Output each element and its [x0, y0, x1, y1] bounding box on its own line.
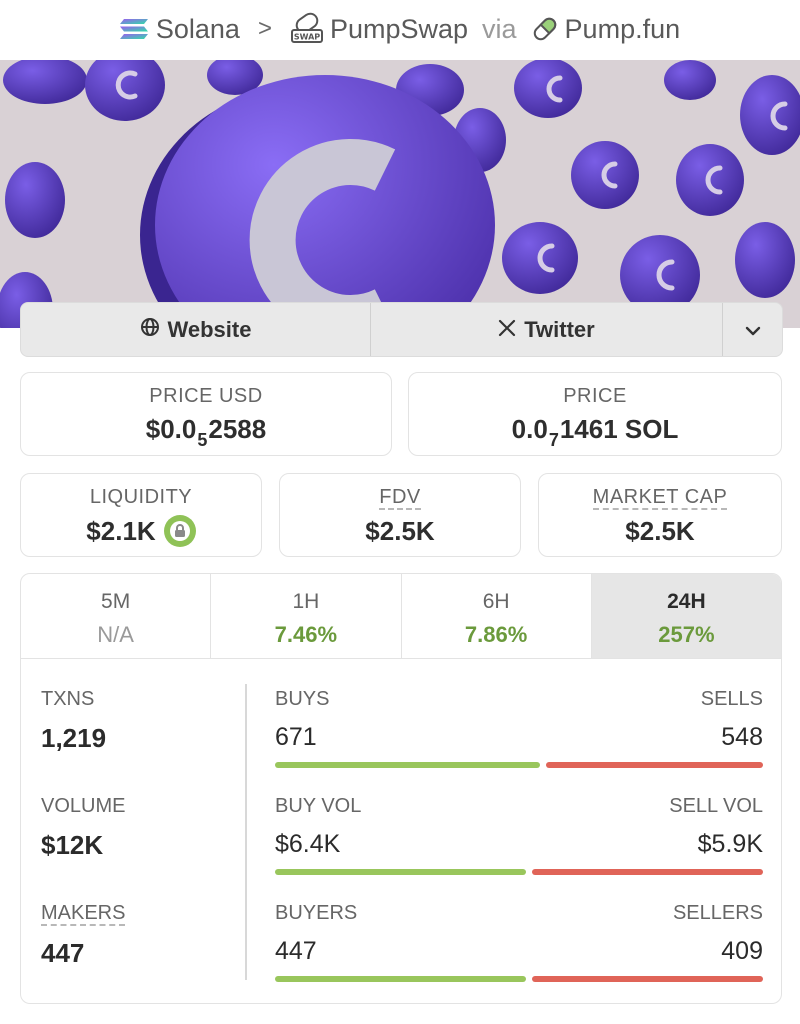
buyers-sellers-row: BUYERS SELLERS 447 409 — [275, 902, 763, 982]
price-native-prefix: 0.0 — [511, 414, 548, 444]
tab-change: 7.46% — [274, 622, 338, 647]
tab-change: 7.86% — [464, 622, 528, 647]
price-native-value: 0.071461 SOL — [409, 414, 781, 450]
liquidity-value: $2.1K — [86, 515, 156, 546]
txns-label: TXNS — [41, 688, 95, 710]
tab-change: 257% — [658, 622, 715, 647]
price-usd-box: PRICE USD $0.052588 — [20, 372, 392, 456]
swap-badge-text: SWAP — [294, 33, 320, 42]
solana-icon — [119, 17, 150, 41]
panel-divider — [245, 684, 247, 980]
breadcrumb-separator: > — [257, 15, 272, 42]
sell-vol-label: SELL VOL — [669, 795, 763, 817]
market-cap-label: MARKET CAP — [592, 486, 728, 510]
buyers-sellers-bar — [275, 976, 763, 982]
pumpswap-icon: SWAP — [290, 12, 324, 46]
buy-vol-label: BUY VOL — [275, 795, 362, 817]
sellers-value: 409 — [721, 937, 763, 965]
tab-5m[interactable]: 5M N/A — [21, 574, 212, 658]
chain-link[interactable]: Solana — [119, 13, 240, 45]
dex-link[interactable]: SWAP PumpSwap — [290, 12, 468, 46]
buy-vol-value: $6.4K — [275, 830, 341, 858]
buys-sells-row: BUYS SELLS 671 548 — [275, 688, 763, 768]
buys-sells-bar — [275, 762, 763, 768]
price-usd-label: PRICE USD — [149, 385, 263, 407]
txns-value: 1,219 — [41, 723, 107, 753]
makers-stat[interactable]: MAKERS 447 — [41, 902, 126, 969]
price-native-label: PRICE — [563, 385, 627, 407]
pill-icon — [531, 15, 559, 43]
liquidity-box: LIQUIDITY $2.1K — [20, 473, 262, 557]
sell-bar — [546, 762, 763, 768]
market-cap-value: $2.5K — [625, 516, 695, 546]
chain-label: Solana — [155, 13, 240, 44]
tab-label: 1H — [292, 590, 320, 613]
buys-value: 671 — [275, 723, 317, 751]
price-usd-digits: 2588 — [208, 414, 267, 444]
makers-label: MAKERS — [41, 902, 126, 926]
buyers-label: BUYERS — [275, 902, 358, 924]
buys-label: BUYS — [275, 688, 330, 710]
launchpad-label: Pump.fun — [564, 13, 681, 44]
buyers-value: 447 — [275, 937, 317, 965]
sells-label: SELLS — [700, 688, 763, 710]
x-logo-icon — [498, 317, 516, 343]
launchpad-link[interactable]: Pump.fun — [531, 13, 681, 45]
makers-value: 447 — [41, 938, 85, 968]
tab-label: 24H — [667, 590, 706, 613]
volume-split-row: BUY VOL SELL VOL $6.4K $5.9K — [275, 795, 763, 875]
website-label: Website — [167, 316, 252, 342]
sellers-label: SELLERS — [672, 902, 763, 924]
timeframe-tabs: 5M N/A 1H 7.46% 6H 7.86% 24H 257% — [20, 573, 782, 659]
sell-vol-value: $5.9K — [697, 830, 763, 858]
market-cap-box[interactable]: MARKET CAP $2.5K — [538, 473, 782, 557]
price-usd-zeros: 5 — [197, 430, 208, 450]
tab-change: N/A — [97, 622, 134, 647]
lock-icon[interactable] — [163, 515, 196, 547]
twitter-button[interactable]: Twitter — [371, 303, 723, 356]
sell-vol-bar — [531, 869, 763, 875]
price-usd-prefix: $0.0 — [145, 414, 197, 444]
token-banner — [0, 60, 800, 328]
more-links-dropdown[interactable] — [723, 303, 782, 356]
liquidity-label: LIQUIDITY — [89, 486, 193, 508]
breadcrumb: Solana > SWAP PumpSwap via Pump.fun — [0, 0, 800, 58]
volume-label: VOLUME — [41, 795, 126, 817]
buyers-bar — [275, 976, 526, 982]
liquidity-value-row: $2.1K — [21, 515, 261, 547]
activity-panel: TXNS 1,219 VOLUME $12K MAKERS 447 BUYS S… — [20, 658, 782, 1004]
fdv-label: FDV — [379, 486, 421, 510]
price-native-zeros: 7 — [548, 430, 559, 450]
volume-split-bar — [275, 869, 763, 875]
fdv-box[interactable]: FDV $2.5K — [279, 473, 521, 557]
dex-label: PumpSwap — [329, 13, 469, 44]
buy-bar — [275, 762, 541, 768]
volume-stat: VOLUME $12K — [41, 795, 125, 861]
fdv-value: $2.5K — [365, 516, 435, 546]
website-button[interactable]: Website — [21, 303, 371, 356]
tab-1h[interactable]: 1H 7.46% — [211, 574, 402, 658]
social-links-bar: Website Twitter — [20, 302, 783, 357]
txns-stat: TXNS 1,219 — [41, 688, 106, 754]
sells-value: 548 — [721, 723, 763, 751]
price-native-box: PRICE 0.071461 SOL — [408, 372, 782, 456]
sellers-bar — [531, 976, 763, 982]
banner-image — [0, 60, 800, 328]
tab-label: 6H — [482, 590, 510, 613]
twitter-label: Twitter — [524, 316, 595, 342]
tab-6h[interactable]: 6H 7.86% — [402, 574, 592, 658]
price-native-digits: 1461 SOL — [559, 414, 679, 444]
via-text: via — [482, 13, 517, 44]
volume-value: $12K — [41, 830, 104, 860]
globe-icon — [140, 317, 160, 343]
tab-label: 5M — [101, 590, 131, 613]
buy-vol-bar — [275, 869, 526, 875]
tab-24h[interactable]: 24H 257% — [591, 574, 781, 658]
price-usd-value: $0.052588 — [21, 414, 391, 450]
chevron-down-icon — [744, 317, 762, 343]
